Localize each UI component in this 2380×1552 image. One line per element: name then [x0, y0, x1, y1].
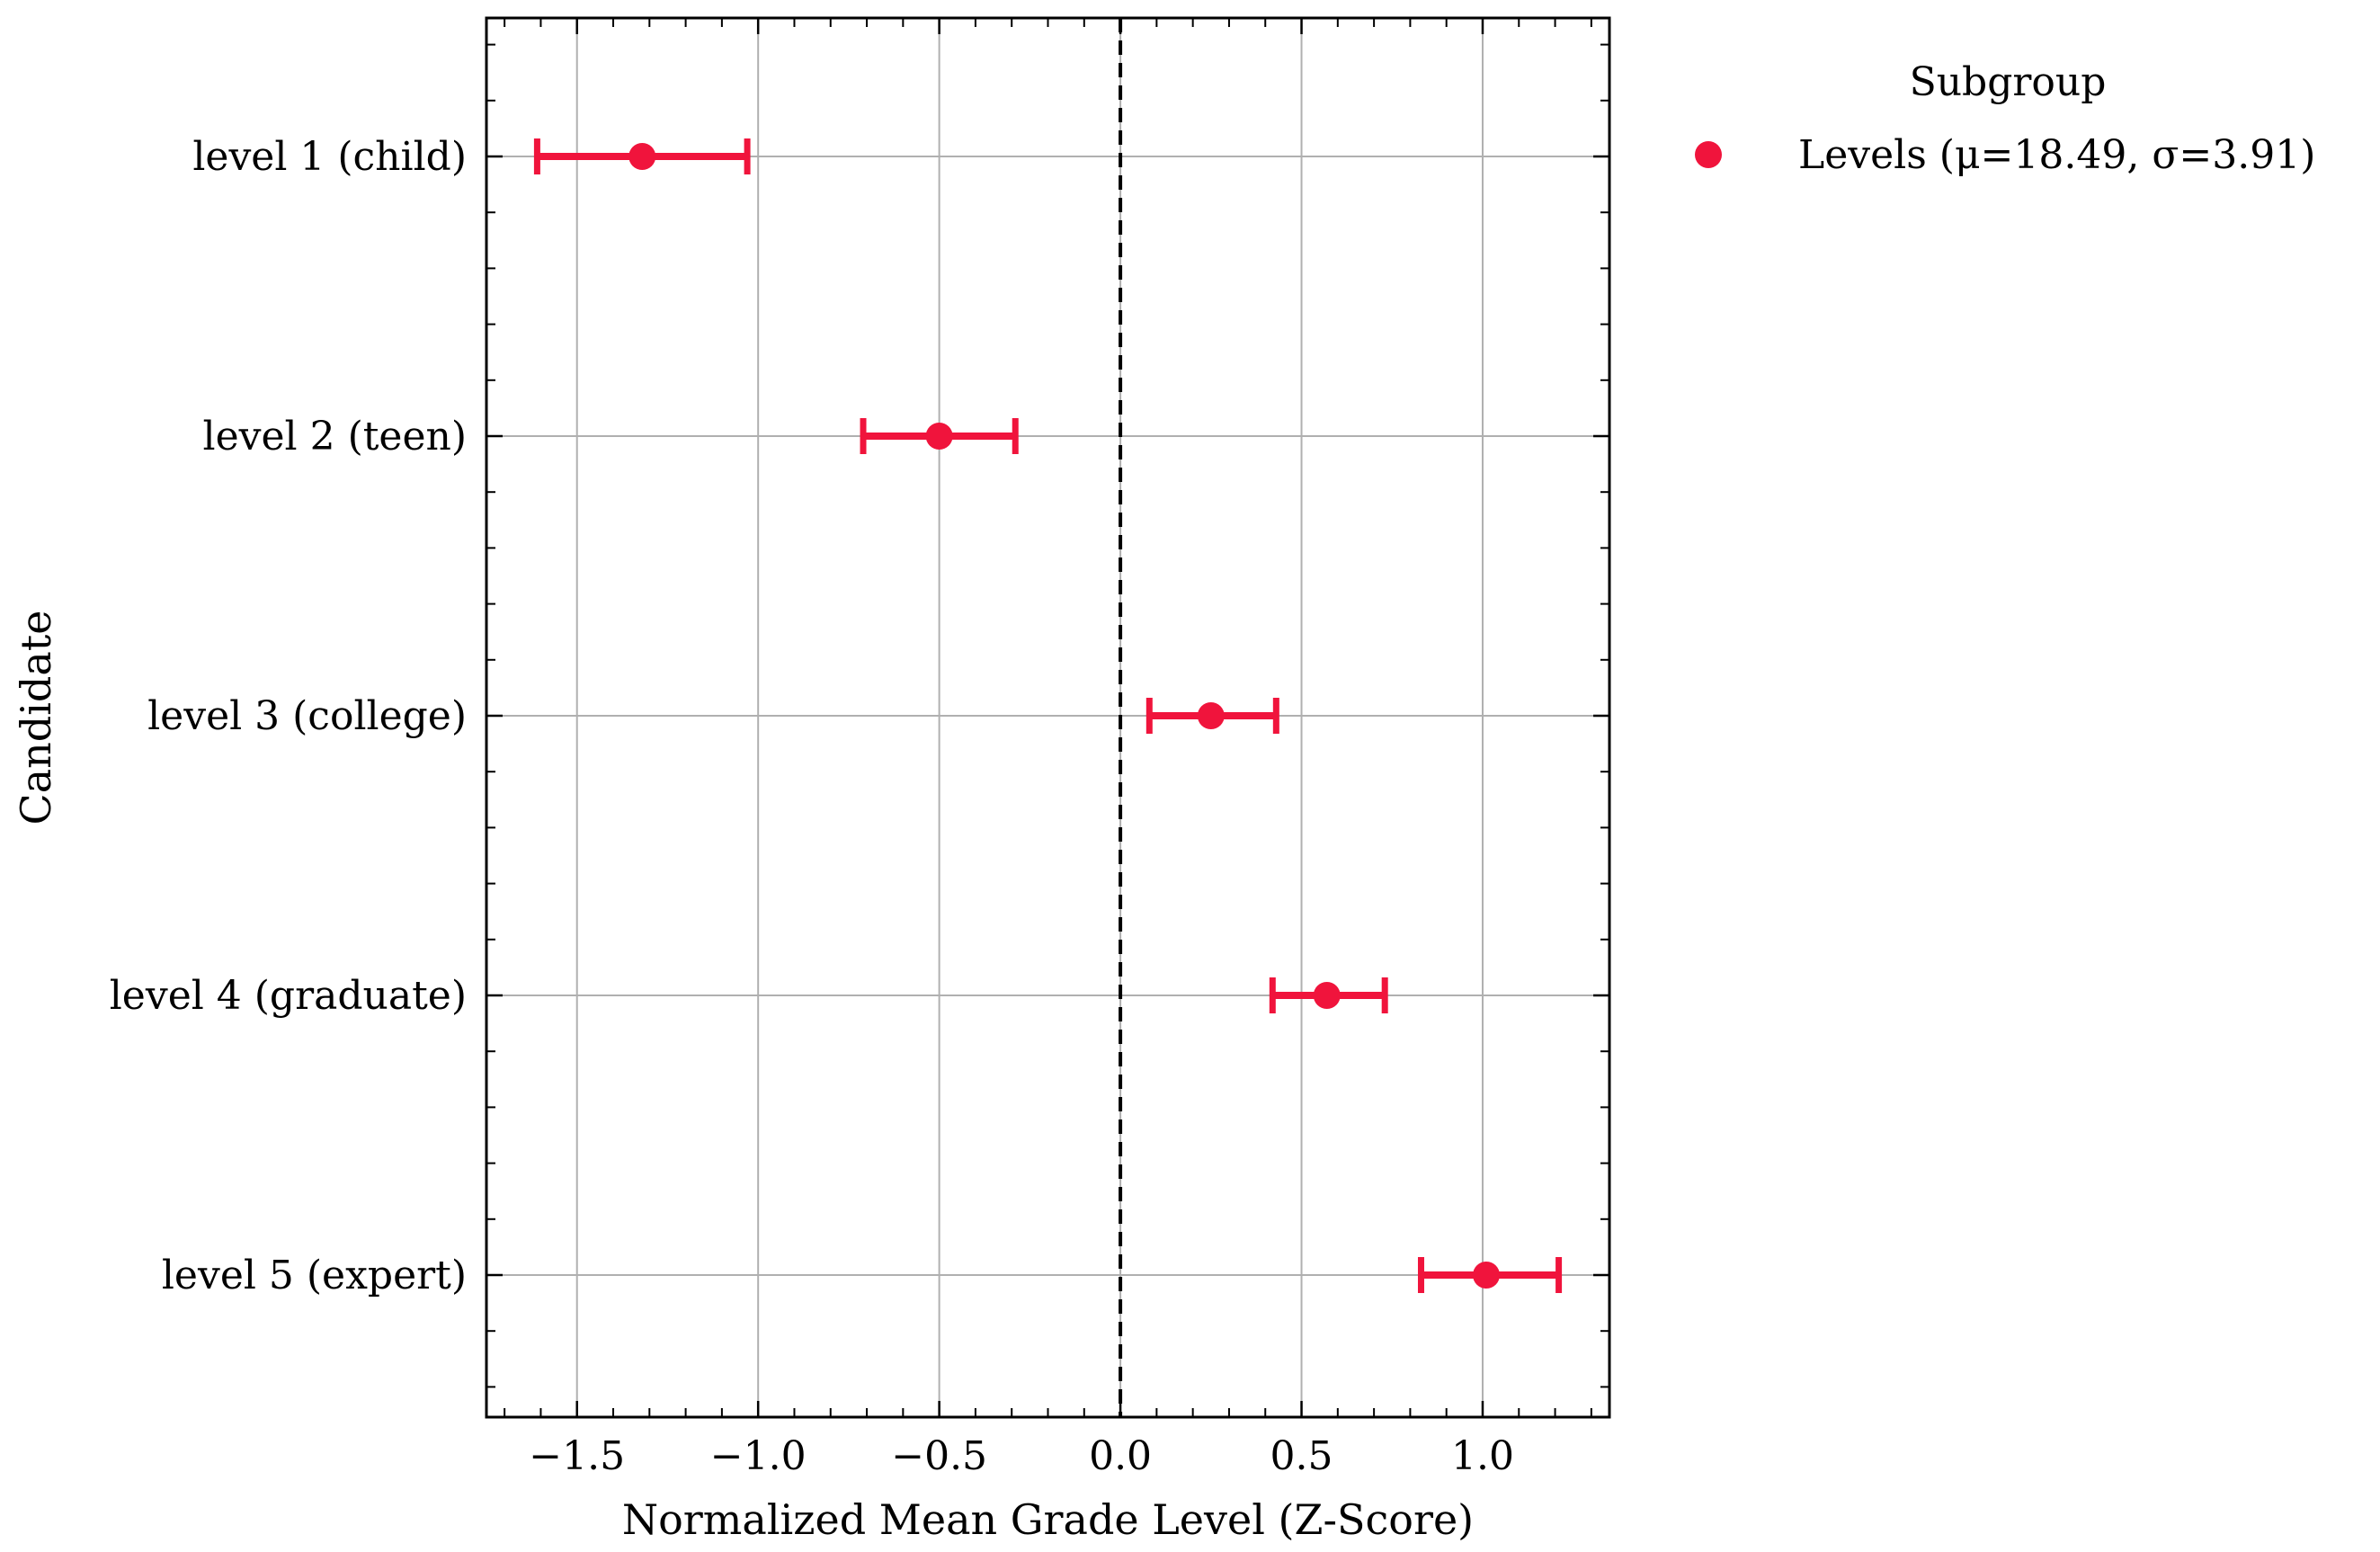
data-point — [628, 143, 656, 170]
ticks — [486, 18, 1609, 1417]
legend-title: Subgroup — [1910, 59, 2107, 105]
legend-marker — [1695, 141, 1722, 168]
x-tick-label: −1.5 — [529, 1433, 625, 1479]
data-point — [1197, 702, 1225, 729]
data-point — [1313, 982, 1341, 1009]
y-tick-label: level 5 (expert) — [162, 1253, 467, 1298]
grid-lines — [486, 18, 1609, 1417]
y-axis-label: Candidate — [12, 611, 60, 825]
x-tick-label: 0.0 — [1089, 1433, 1152, 1479]
tick-labels: −1.5 −1.0 −0.5 0.0 0.5 1.0 level 1 (child) leve… — [110, 134, 1514, 1479]
x-tick-label: 0.5 — [1270, 1433, 1333, 1479]
x-tick-label: −1.0 — [710, 1433, 807, 1479]
data-marks — [533, 138, 1563, 1293]
y-tick-label: level 3 (college) — [147, 693, 467, 739]
plot-frame — [485, 16, 1611, 1419]
y-tick-label: level 2 (teen) — [203, 414, 467, 459]
data-point — [1473, 1262, 1501, 1289]
y-tick-label: level 4 (graduate) — [110, 973, 467, 1019]
legend-entry: Levels (μ=18.49, σ=3.91) — [1798, 132, 2315, 178]
x-axis-label: Normalized Mean Grade Level (Z-Score) — [622, 1495, 1474, 1544]
data-point — [925, 423, 953, 450]
x-tick-label: −0.5 — [891, 1433, 987, 1479]
legend: Subgroup Levels (μ=18.49, σ=3.91) — [1695, 59, 2315, 178]
y-tick-label: level 1 (child) — [192, 134, 467, 180]
x-tick-label: 1.0 — [1451, 1433, 1514, 1479]
